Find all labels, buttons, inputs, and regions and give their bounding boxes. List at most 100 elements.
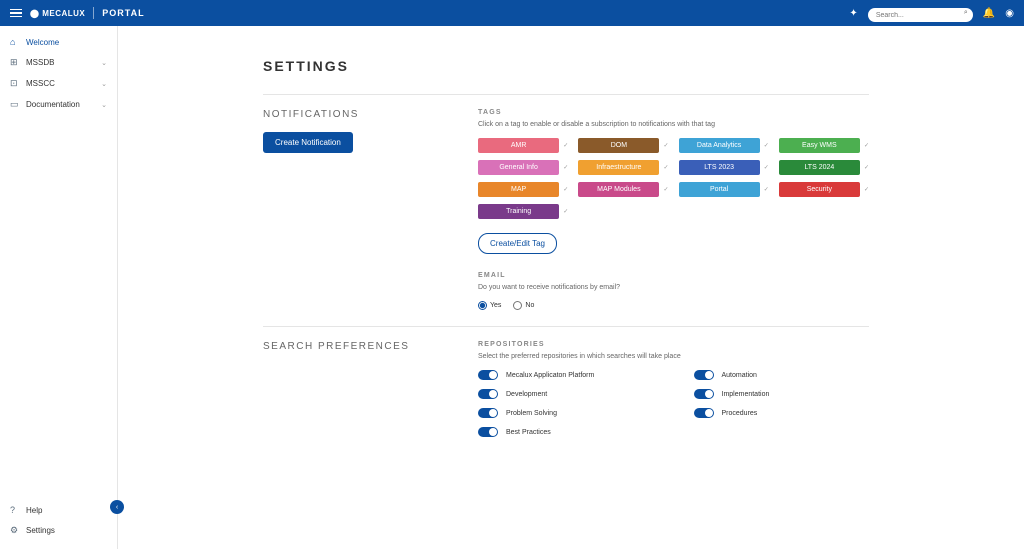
sidebar-item-documentation[interactable]: ▭ Documentation ⌄: [0, 94, 117, 115]
top-bar: ⬤ MECALUX PORTAL ✦ ⌕ 🔔 ◉: [0, 0, 1024, 26]
page-title: SETTINGS: [263, 58, 869, 74]
tag-lts 2024[interactable]: LTS 2024: [779, 160, 860, 175]
nav-label: Welcome: [26, 38, 59, 47]
section-heading: SEARCH PREFERENCES: [263, 341, 478, 352]
check-icon: ✓: [663, 142, 668, 149]
nav-label: MSSCC: [26, 79, 55, 88]
repo-toggle[interactable]: [478, 427, 498, 437]
nav-icon: ▭: [10, 99, 20, 110]
check-icon: ✓: [663, 164, 668, 171]
repo-toggle[interactable]: [478, 389, 498, 399]
repo-item: Automation: [694, 370, 870, 380]
check-icon: ✓: [663, 186, 668, 193]
sparkle-icon[interactable]: ✦: [849, 8, 857, 19]
check-icon: ✓: [563, 186, 568, 193]
chevron-down-icon: ⌄: [101, 59, 107, 67]
search-preferences-section: SEARCH PREFERENCES REPOSITORIES Select t…: [263, 326, 869, 437]
repo-label: Problem Solving: [506, 410, 557, 417]
nav-label: Help: [26, 506, 42, 515]
sidebar-footer-help[interactable]: ? Help: [0, 500, 117, 520]
repo-item: Mecalux Applicaton Platform: [478, 370, 654, 380]
repo-label: Implementation: [722, 391, 770, 398]
email-no-option[interactable]: No: [513, 301, 534, 310]
email-description: Do you want to receive notifications by …: [478, 284, 869, 291]
brand-logo: ⬤ MECALUX: [30, 9, 85, 18]
repo-toggle[interactable]: [694, 408, 714, 418]
check-icon: ✓: [764, 186, 769, 193]
tag-cell: MAP ✓: [478, 182, 568, 197]
repo-label: Procedures: [722, 410, 758, 417]
nav-icon: ?: [10, 505, 20, 515]
tag-portal[interactable]: Portal: [679, 182, 760, 197]
repo-toggle[interactable]: [694, 370, 714, 380]
sidebar-item-mssdb[interactable]: ⊞ MSSDB ⌄: [0, 52, 117, 73]
tag-easy wms[interactable]: Easy WMS: [779, 138, 860, 153]
sidebar-footer-settings[interactable]: ⚙ Settings: [0, 520, 117, 541]
sidebar-item-msscc[interactable]: ⊡MSSCC⌄: [0, 73, 117, 94]
search-box: ⌕: [868, 4, 973, 23]
repo-toggle[interactable]: [478, 408, 498, 418]
notifications-icon[interactable]: 🔔: [983, 8, 995, 19]
repo-label: Best Practices: [506, 429, 551, 436]
sidebar-item-welcome[interactable]: ⌂ Welcome: [0, 32, 117, 52]
tag-cell: Easy WMS✓: [779, 138, 869, 153]
check-icon: ✓: [563, 164, 568, 171]
repo-label: Development: [506, 391, 547, 398]
check-icon: ✓: [864, 164, 869, 171]
repo-toggle[interactable]: [478, 370, 498, 380]
create-notification-button[interactable]: Create Notification: [263, 132, 353, 153]
nav-label: Documentation: [26, 100, 80, 109]
repo-toggle[interactable]: [694, 389, 714, 399]
tag-infraestructure[interactable]: Infraestructure: [578, 160, 659, 175]
repo-item: Problem Solving: [478, 408, 654, 418]
nav-icon: ⊞: [10, 57, 20, 68]
repos-description: Select the preferred repositories in whi…: [478, 353, 869, 360]
tag-cell: MAP Modules ✓: [578, 182, 668, 197]
tag-cell: LTS 2024 ✓: [779, 160, 869, 175]
tag-cell: Security✓: [779, 182, 869, 197]
tag-cell: AMR ✓: [478, 138, 568, 153]
tag-lts 2023[interactable]: LTS 2023: [679, 160, 760, 175]
sidebar: ⌂ Welcome ⊞ MSSDB ⌄ ⊡MSSCC⌄ ▭ Documentation ⌄ ? H…: [0, 26, 118, 549]
tag-cell: Training✓: [478, 204, 568, 219]
tag-cell: Infraestructure ✓: [578, 160, 668, 175]
check-icon: ✓: [764, 142, 769, 149]
check-icon: ✓: [764, 164, 769, 171]
tag-map modules[interactable]: MAP Modules: [578, 182, 659, 197]
main-content: SETTINGS NOTIFICATIONS Create Notificati…: [118, 26, 1024, 549]
email-yes-radio[interactable]: [478, 301, 487, 310]
nav-label: MSSDB: [26, 58, 54, 67]
user-account-icon[interactable]: ◉: [1005, 8, 1014, 19]
check-icon: ✓: [563, 142, 568, 149]
tag-data analytics[interactable]: Data Analytics: [679, 138, 760, 153]
nav-icon: ⌂: [10, 37, 20, 47]
tags-label: TAGS: [478, 109, 869, 116]
email-yes-option[interactable]: Yes: [478, 301, 501, 310]
nav-label: Settings: [26, 526, 55, 535]
repo-item: Development: [478, 389, 654, 399]
repo-item: Procedures: [694, 408, 870, 418]
nav-icon: ⚙: [10, 525, 20, 536]
repos-label: REPOSITORIES: [478, 341, 869, 348]
tag-training[interactable]: Training: [478, 204, 559, 219]
repo-label: Mecalux Applicaton Platform: [506, 372, 594, 379]
tag-dom[interactable]: DOM: [578, 138, 659, 153]
tag-general info[interactable]: General Info: [478, 160, 559, 175]
tag-security[interactable]: Security: [779, 182, 860, 197]
search-icon[interactable]: ⌕: [964, 9, 968, 17]
search-input[interactable]: [868, 8, 973, 22]
menu-toggle-icon[interactable]: [10, 9, 22, 18]
tag-map[interactable]: MAP: [478, 182, 559, 197]
email-no-radio[interactable]: [513, 301, 522, 310]
tag-cell: DOM ✓: [578, 138, 668, 153]
repo-item: Implementation: [694, 389, 870, 399]
tags-description: Click on a tag to enable or disable a su…: [478, 121, 869, 128]
repo-item: Best Practices: [478, 427, 654, 437]
create-edit-tag-button[interactable]: Create/Edit Tag: [478, 233, 557, 254]
chevron-down-icon: ⌄: [101, 101, 107, 109]
tag-cell: Portal ✓: [679, 182, 769, 197]
divider: [93, 7, 94, 19]
portal-label: PORTAL: [102, 8, 144, 18]
tag-amr[interactable]: AMR: [478, 138, 559, 153]
notifications-section: NOTIFICATIONS Create Notification TAGS C…: [263, 94, 869, 310]
